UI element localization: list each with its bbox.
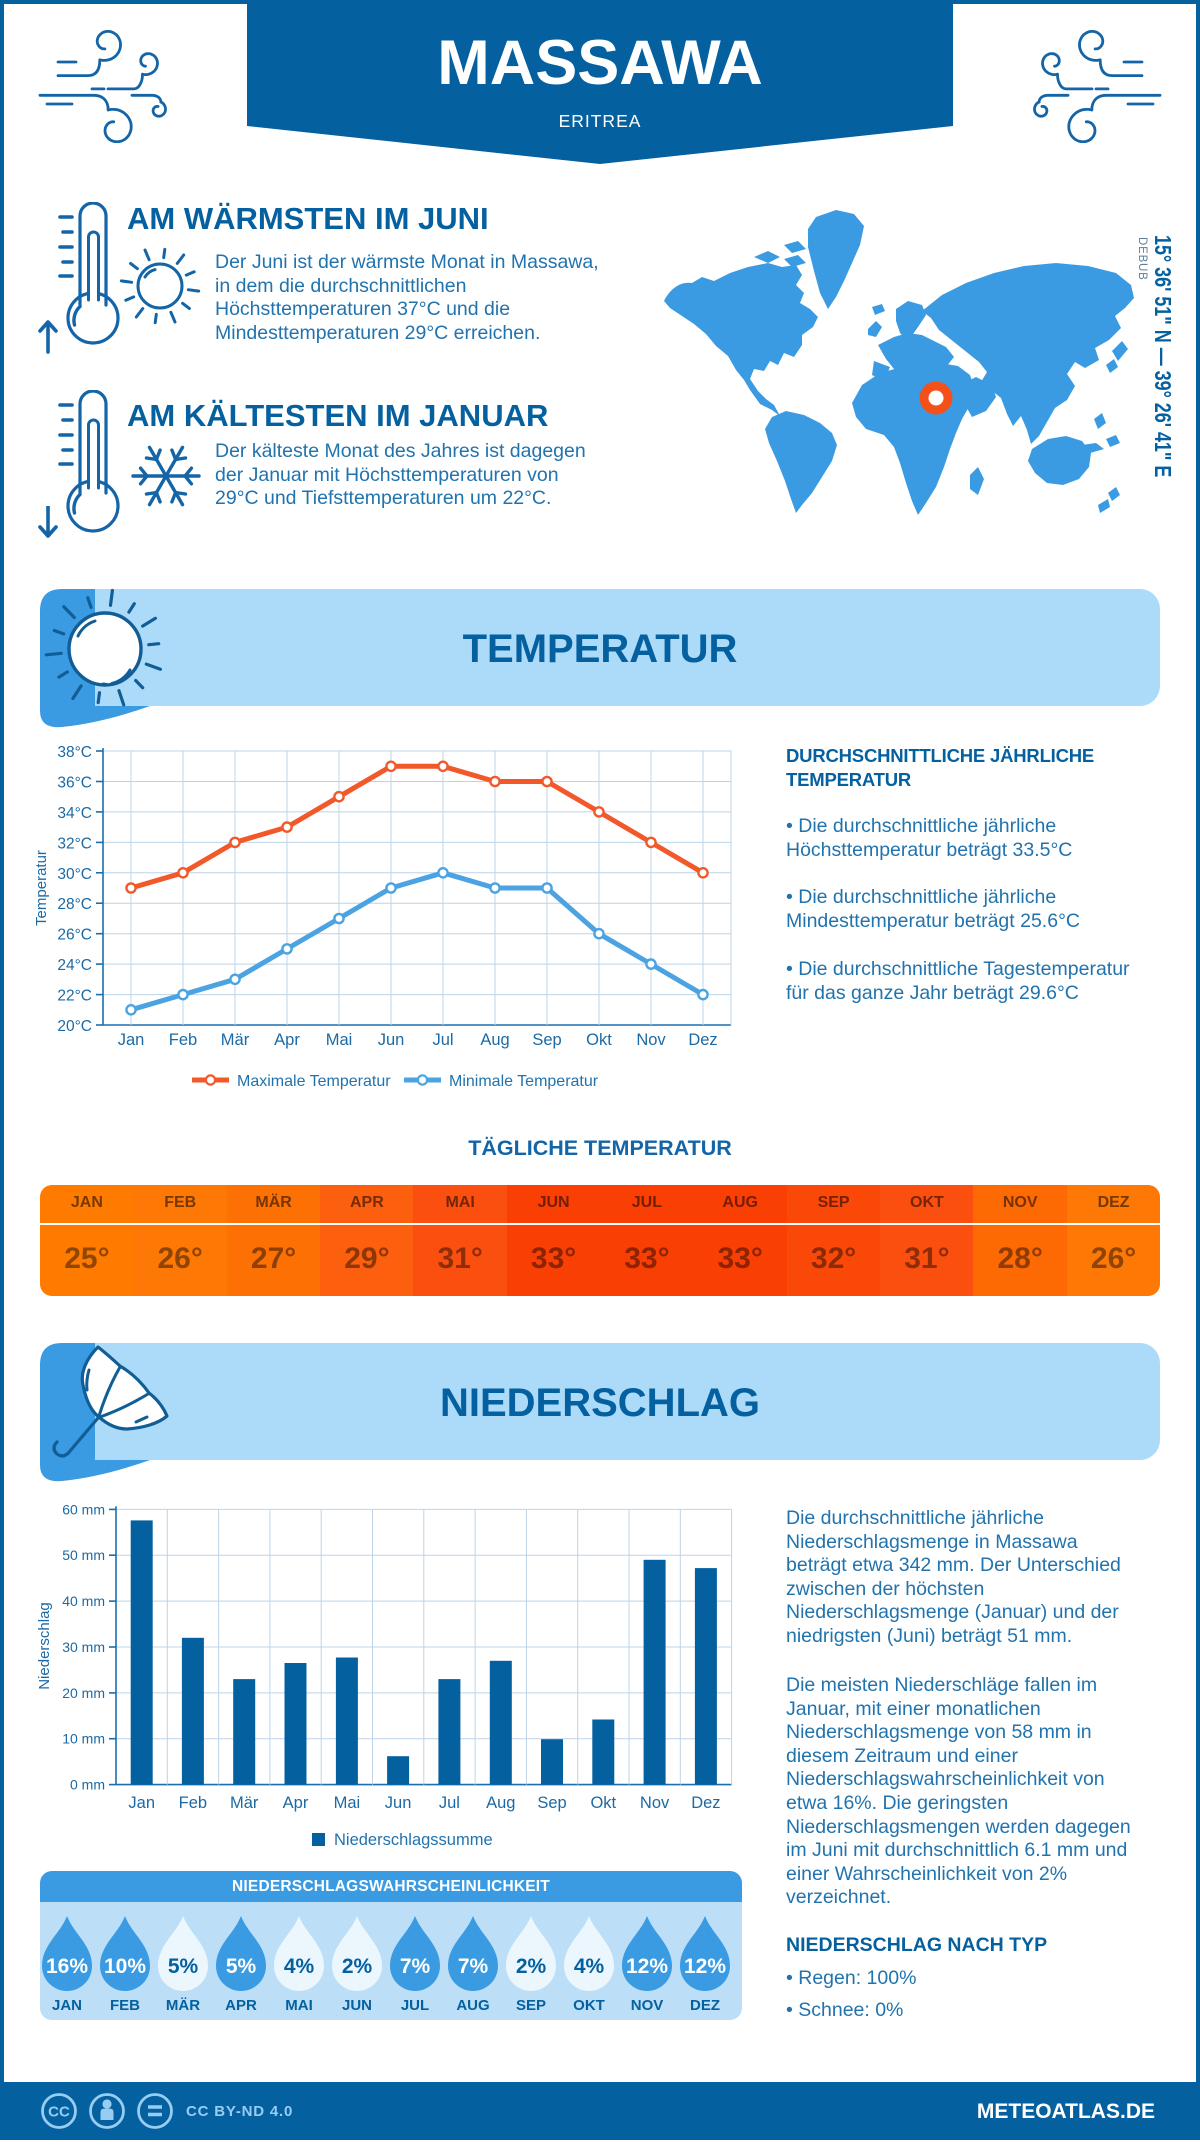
svg-text:Dez: Dez bbox=[688, 1031, 717, 1049]
svg-text:12%: 12% bbox=[684, 1955, 726, 1978]
svg-text:Jan: Jan bbox=[128, 1794, 155, 1812]
svg-text:OKT: OKT bbox=[573, 1997, 605, 2014]
svg-text:JUN: JUN bbox=[342, 1997, 372, 2014]
svg-text:JUL: JUL bbox=[401, 1997, 429, 2014]
svg-text:Jul: Jul bbox=[432, 1031, 453, 1049]
svg-text:16%: 16% bbox=[46, 1955, 88, 1978]
svg-text:CC: CC bbox=[48, 2104, 70, 2121]
svg-text:Aug: Aug bbox=[480, 1031, 509, 1049]
svg-text:AUG: AUG bbox=[456, 1997, 489, 2014]
svg-text:38°C: 38°C bbox=[57, 744, 92, 761]
svg-text:5%: 5% bbox=[168, 1955, 199, 1978]
svg-text:Mär: Mär bbox=[221, 1031, 250, 1049]
svg-text:Apr: Apr bbox=[274, 1031, 300, 1049]
svg-text:12%: 12% bbox=[626, 1955, 668, 1978]
svg-text:26°C: 26°C bbox=[57, 927, 92, 944]
svg-text:20°C: 20°C bbox=[57, 1018, 92, 1035]
svg-text:Feb: Feb bbox=[179, 1794, 207, 1812]
svg-text:Okt: Okt bbox=[590, 1794, 616, 1812]
svg-text:36°C: 36°C bbox=[57, 775, 92, 792]
svg-text:2%: 2% bbox=[342, 1955, 373, 1978]
svg-text:4%: 4% bbox=[574, 1955, 605, 1978]
svg-text:Dez: Dez bbox=[691, 1794, 720, 1812]
svg-text:NOV: NOV bbox=[631, 1997, 664, 2014]
svg-text:Niederschlag: Niederschlag bbox=[36, 1602, 53, 1690]
svg-text:2%: 2% bbox=[516, 1955, 547, 1978]
svg-text:34°C: 34°C bbox=[57, 805, 92, 822]
svg-text:Mai: Mai bbox=[326, 1031, 353, 1049]
svg-text:22°C: 22°C bbox=[57, 988, 92, 1005]
svg-text:0 mm: 0 mm bbox=[70, 1777, 105, 1793]
svg-text:Okt: Okt bbox=[586, 1031, 612, 1049]
svg-text:10 mm: 10 mm bbox=[62, 1731, 105, 1747]
svg-text:APR: APR bbox=[225, 1997, 257, 2014]
svg-text:10%: 10% bbox=[104, 1955, 146, 1978]
svg-text:5%: 5% bbox=[226, 1955, 257, 1978]
svg-text:32°C: 32°C bbox=[57, 835, 92, 852]
svg-text:Nov: Nov bbox=[640, 1794, 670, 1812]
svg-text:60 mm: 60 mm bbox=[62, 1501, 105, 1517]
svg-text:Niederschlagssumme: Niederschlagssumme bbox=[334, 1831, 493, 1849]
svg-text:24°C: 24°C bbox=[57, 957, 92, 974]
svg-text:Sep: Sep bbox=[532, 1031, 561, 1049]
svg-text:Minimale Temperatur: Minimale Temperatur bbox=[449, 1073, 599, 1090]
svg-text:MAI: MAI bbox=[285, 1997, 313, 2014]
svg-text:7%: 7% bbox=[458, 1955, 489, 1978]
svg-text:Aug: Aug bbox=[486, 1794, 515, 1812]
svg-text:FEB: FEB bbox=[110, 1997, 140, 2014]
svg-text:MÄR: MÄR bbox=[166, 1997, 200, 2014]
svg-text:50 mm: 50 mm bbox=[62, 1547, 105, 1563]
svg-text:Sep: Sep bbox=[537, 1794, 566, 1812]
svg-text:7%: 7% bbox=[400, 1955, 431, 1978]
svg-text:Nov: Nov bbox=[636, 1031, 666, 1049]
svg-text:Feb: Feb bbox=[169, 1031, 197, 1049]
svg-text:4%: 4% bbox=[284, 1955, 315, 1978]
svg-text:DEZ: DEZ bbox=[690, 1997, 720, 2014]
svg-text:30 mm: 30 mm bbox=[62, 1639, 105, 1655]
svg-text:Jun: Jun bbox=[385, 1794, 412, 1812]
svg-text:30°C: 30°C bbox=[57, 866, 92, 883]
svg-text:Maximale Temperatur: Maximale Temperatur bbox=[237, 1073, 391, 1090]
svg-text:Mai: Mai bbox=[334, 1794, 361, 1812]
svg-text:SEP: SEP bbox=[516, 1997, 546, 2014]
svg-text:Apr: Apr bbox=[283, 1794, 309, 1812]
svg-text:JAN: JAN bbox=[52, 1997, 82, 2014]
svg-text:28°C: 28°C bbox=[57, 896, 92, 913]
svg-text:Mär: Mär bbox=[230, 1794, 259, 1812]
svg-text:40 mm: 40 mm bbox=[62, 1593, 105, 1609]
svg-text:Temperatur: Temperatur bbox=[33, 850, 50, 926]
svg-text:Jun: Jun bbox=[378, 1031, 405, 1049]
svg-text:Jul: Jul bbox=[439, 1794, 460, 1812]
svg-text:Jan: Jan bbox=[118, 1031, 145, 1049]
svg-text:20 mm: 20 mm bbox=[62, 1685, 105, 1701]
